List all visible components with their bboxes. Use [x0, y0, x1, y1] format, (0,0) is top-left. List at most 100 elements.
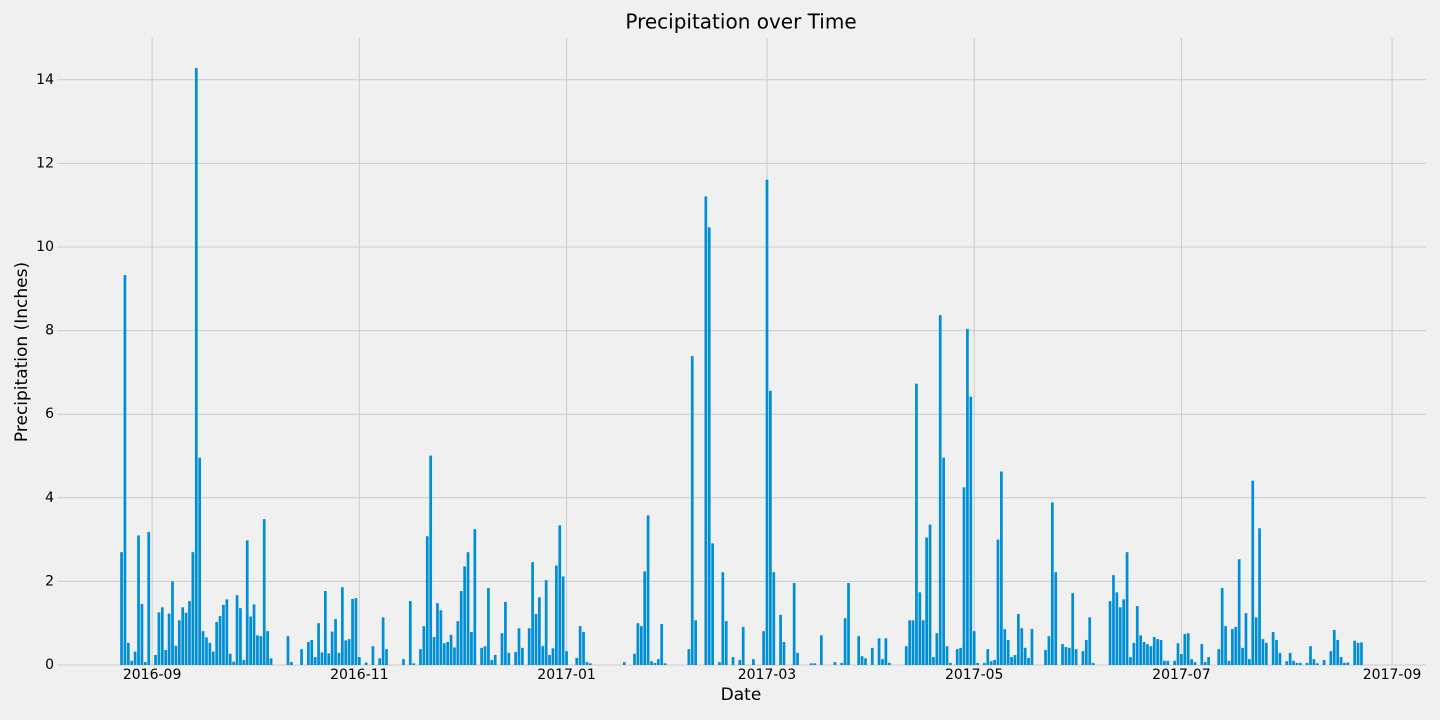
bar	[945, 646, 949, 665]
bar	[456, 621, 460, 665]
bar	[167, 613, 171, 665]
bar	[1258, 528, 1261, 665]
bar	[1244, 613, 1248, 665]
bar	[1186, 633, 1190, 665]
bar	[769, 390, 772, 665]
bar	[466, 552, 470, 665]
bar	[1159, 639, 1163, 665]
bar	[840, 662, 844, 665]
bar	[300, 649, 303, 665]
bar	[1180, 654, 1183, 665]
bar	[1152, 636, 1156, 665]
bar	[378, 658, 382, 665]
bar	[1112, 575, 1115, 665]
bar	[955, 649, 959, 665]
bar	[622, 662, 626, 665]
bar	[1156, 639, 1159, 665]
bar	[442, 643, 446, 665]
bar	[1020, 628, 1024, 665]
bar	[1237, 559, 1241, 665]
bar	[724, 621, 728, 665]
y-tick-label: 0	[45, 657, 54, 673]
bar	[653, 662, 657, 665]
bar	[633, 653, 636, 665]
bar	[561, 576, 565, 665]
bar	[500, 633, 504, 665]
bar	[1166, 660, 1170, 665]
bar	[1047, 636, 1051, 665]
y-tick-label: 8	[45, 323, 54, 339]
y-tick-label: 10	[36, 239, 54, 255]
bar	[402, 659, 405, 665]
bar	[1091, 662, 1095, 665]
bar	[1044, 649, 1047, 665]
bar	[575, 657, 579, 665]
bar	[177, 620, 181, 665]
bar	[925, 537, 928, 665]
bar	[1224, 626, 1227, 665]
bar	[942, 457, 945, 665]
bar	[741, 626, 745, 665]
bar	[1207, 657, 1210, 665]
bar	[966, 328, 969, 665]
bar	[1241, 647, 1244, 665]
bar	[507, 652, 511, 665]
bar	[419, 649, 422, 665]
bar	[436, 603, 439, 665]
bar	[972, 631, 976, 665]
bar	[449, 634, 453, 665]
bar	[164, 649, 168, 665]
x-tick-label: 2016-09	[123, 667, 182, 683]
bar	[643, 571, 647, 665]
bar	[1071, 593, 1075, 665]
bar	[191, 552, 195, 665]
bar	[245, 540, 249, 665]
bar	[738, 659, 742, 665]
x-tick-label: 2016-11	[330, 667, 389, 683]
bar	[928, 524, 932, 665]
bar	[344, 640, 348, 665]
bar	[932, 657, 935, 665]
bar	[137, 535, 140, 665]
bar	[385, 649, 388, 665]
bar	[762, 631, 765, 665]
bar	[381, 617, 385, 665]
bar	[1176, 643, 1180, 665]
y-axis-label: Precipitation (Inches)	[12, 262, 32, 442]
x-tick-label: 2017-07	[1152, 667, 1211, 683]
bar	[504, 601, 507, 665]
bar	[317, 623, 320, 665]
bar	[143, 662, 147, 665]
bar	[996, 539, 1000, 665]
bar	[993, 659, 996, 665]
bar	[1247, 659, 1251, 665]
bar	[847, 583, 850, 665]
bar	[772, 572, 776, 665]
bar	[188, 601, 191, 665]
bar	[578, 626, 582, 665]
bar	[425, 536, 429, 665]
bar	[782, 642, 786, 665]
bar	[551, 648, 555, 665]
bar	[310, 639, 314, 665]
bar	[1346, 662, 1350, 665]
bar	[721, 572, 725, 665]
bar	[1298, 662, 1302, 665]
bar	[656, 659, 660, 665]
bar	[1132, 642, 1136, 665]
bar	[1190, 659, 1193, 665]
bar	[921, 620, 925, 665]
bar	[347, 639, 351, 665]
bar	[198, 457, 202, 665]
bar	[256, 635, 259, 665]
x-tick-label: 2017-03	[738, 667, 797, 683]
bar	[663, 663, 667, 665]
bar	[1312, 659, 1316, 665]
bar	[555, 565, 558, 665]
bar	[1278, 652, 1282, 665]
bar	[935, 633, 939, 665]
bar	[1115, 592, 1119, 665]
bar	[269, 658, 273, 665]
bar	[205, 637, 208, 665]
